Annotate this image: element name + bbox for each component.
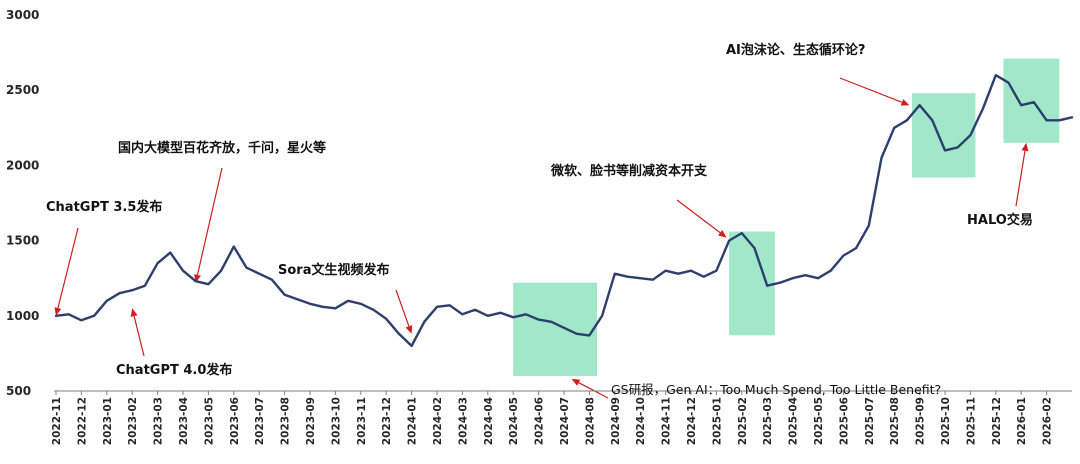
- x-tick-label-2023-02: 2023-02: [127, 397, 139, 445]
- arrowhead-halo: [1021, 142, 1029, 152]
- x-tick-label-2025-02: 2025-02: [737, 397, 749, 445]
- price-series-line: [54, 74, 1074, 348]
- y-tick-label-1500: 1500: [6, 234, 39, 248]
- x-tick-label-2025-01: 2025-01: [711, 397, 723, 445]
- x-tick-label-2024-06: 2024-06: [534, 397, 546, 445]
- x-tick-label-2023-08: 2023-08: [280, 397, 292, 445]
- x-tick-label-2025-05: 2025-05: [813, 397, 825, 445]
- x-tick-label-2023-04: 2023-04: [178, 397, 190, 445]
- x-tick-label-2024-12: 2024-12: [686, 397, 698, 445]
- y-axis: 500 1000 1500 2000 2500 3000: [6, 8, 39, 398]
- x-tick-label-2024-04: 2024-04: [483, 397, 495, 445]
- annotation-chatgpt35: ChatGPT 3.5发布: [46, 199, 162, 215]
- annotation-halo-trade: HALO交易: [967, 212, 1033, 228]
- x-tick-label-2026-01: 2026-01: [1016, 397, 1028, 445]
- x-tick-label-2023-11: 2023-11: [356, 397, 368, 445]
- arrow-bubble: [839, 77, 903, 103]
- annotation-sora: Sora文生视频发布: [278, 262, 389, 278]
- annotation-arrows: [54, 77, 1029, 399]
- x-tick-label-2023-03: 2023-03: [153, 397, 165, 445]
- arrow-capex: [676, 199, 721, 234]
- arrowhead-gs: [571, 379, 581, 386]
- x-tick-label-2025-10: 2025-10: [940, 397, 952, 445]
- y-tick-label-3000: 3000: [6, 8, 39, 22]
- x-tick-label-2025-07: 2025-07: [864, 397, 876, 445]
- x-tick-label-2025-12: 2025-12: [991, 397, 1003, 445]
- arrow-chatgpt35: [57, 227, 79, 309]
- arrowhead-chatgpt40: [130, 308, 138, 317]
- x-tick-label-2025-06: 2025-06: [838, 397, 850, 445]
- x-tick-label-2025-03: 2025-03: [762, 397, 774, 445]
- x-tick-label-2026-02: 2026-02: [1042, 397, 1054, 445]
- arrowhead-bubble: [900, 99, 910, 106]
- x-tick-label-2024-11: 2024-11: [661, 397, 673, 445]
- x-tick-label-2025-11: 2025-11: [965, 397, 977, 445]
- annotation-ai-bubble: AI泡沫论、生态循环论?: [726, 42, 865, 58]
- y-tick-label-500: 500: [6, 384, 31, 398]
- highlight-band-1: [513, 282, 598, 376]
- x-tick-label-2023-10: 2023-10: [330, 397, 342, 445]
- arrow-domestic: [196, 167, 223, 276]
- y-tick-label-2000: 2000: [6, 158, 39, 172]
- x-tick-label-2024-02: 2024-02: [432, 397, 444, 445]
- x-tick-label-2024-09: 2024-09: [610, 397, 622, 445]
- x-tick-label-2024-07: 2024-07: [559, 397, 571, 445]
- x-tick-label-2022-11: 2022-11: [51, 397, 63, 445]
- x-tick-label-2024-08: 2024-08: [584, 397, 596, 445]
- arrow-gs: [578, 382, 609, 399]
- x-tick-label-2024-10: 2024-10: [635, 397, 647, 445]
- x-tick-label-2023-12: 2023-12: [381, 397, 393, 445]
- arrowhead-capex: [718, 230, 727, 238]
- x-tick-label-2025-08: 2025-08: [889, 397, 901, 445]
- annotation-gs-report: GS研报，Gen AI：Too Much Spend, Too Little B…: [611, 382, 941, 397]
- annotation-domestic-models: 国内大模型百花齐放，千问，星火等: [118, 140, 326, 156]
- x-tick-label-2023-09: 2023-09: [305, 397, 317, 445]
- arrow-halo: [1015, 150, 1026, 207]
- x-tick-label-2023-01: 2023-01: [102, 397, 114, 445]
- annotations: ChatGPT 3.5发布 ChatGPT 4.0发布 国内大模型百花齐放，千问…: [46, 42, 1033, 397]
- y-tick-label-1000: 1000: [6, 309, 39, 323]
- x-tick-label-2023-07: 2023-07: [254, 397, 266, 445]
- arrow-sora: [395, 289, 410, 327]
- highlight-band-4: [1003, 58, 1060, 143]
- x-tick-label-2025-04: 2025-04: [788, 397, 800, 445]
- x-tick-label-2024-01: 2024-01: [407, 397, 419, 445]
- x-tick-label-2023-06: 2023-06: [229, 397, 241, 445]
- x-tick-label-2023-05: 2023-05: [203, 397, 215, 445]
- arrow-chatgpt40: [133, 315, 145, 357]
- x-axis: 2022-11 2022-12 2023-01 2023-02 2023-03 2023-…: [51, 390, 1072, 445]
- x-tick-label-2025-09: 2025-09: [915, 397, 927, 445]
- x-tick-label-2024-03: 2024-03: [457, 397, 469, 445]
- annotation-capex-cut: 微软、脸书等削减资本开支: [550, 163, 708, 179]
- annotation-chatgpt40: ChatGPT 4.0发布: [116, 362, 232, 378]
- x-tick-label-2022-12: 2022-12: [76, 397, 88, 445]
- y-tick-label-2500: 2500: [6, 83, 39, 97]
- arrowhead-chatgpt35: [54, 307, 62, 316]
- arrowhead-sora: [405, 325, 413, 334]
- x-tick-label-2024-05: 2024-05: [508, 397, 520, 445]
- highlight-band-2: [729, 231, 775, 336]
